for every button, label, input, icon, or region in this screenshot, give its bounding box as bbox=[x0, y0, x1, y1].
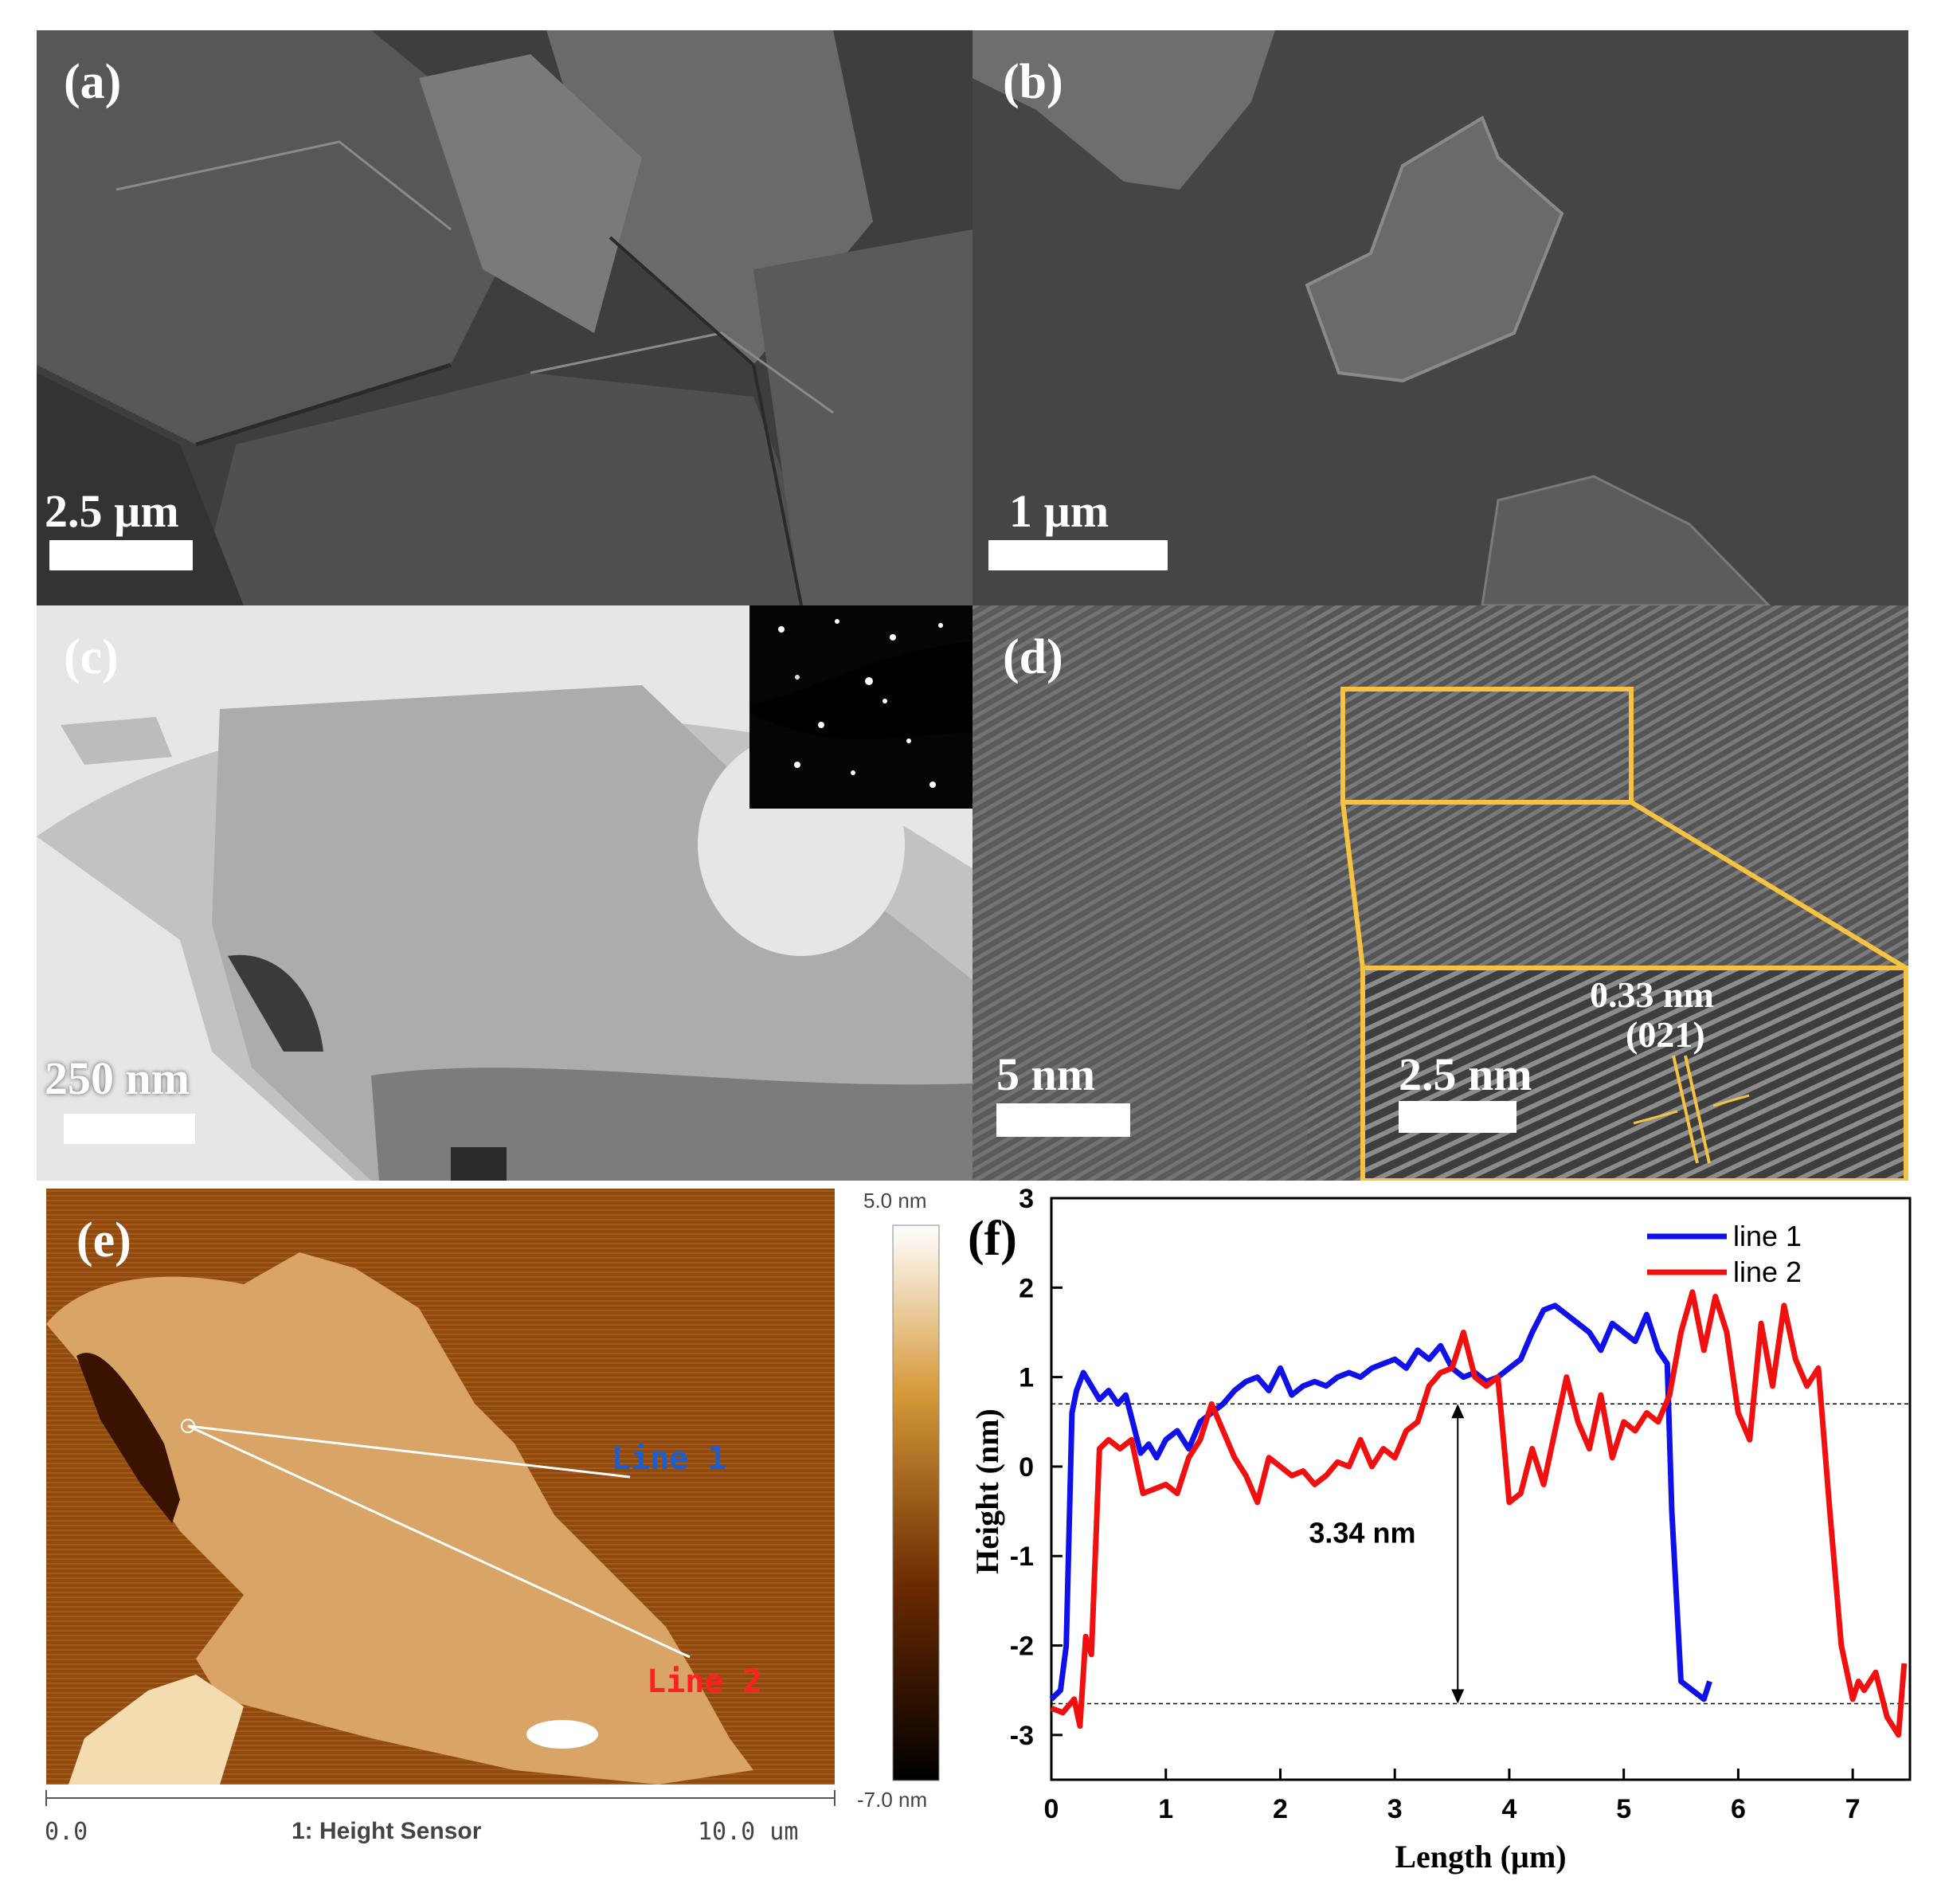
panel-a-scale-text: 2.5 µm bbox=[45, 485, 179, 537]
panel-a: (a) 2.5 µm bbox=[37, 30, 972, 605]
y-axis-title: Height (nm) bbox=[969, 1408, 1005, 1574]
legend-line1-label: line 1 bbox=[1733, 1220, 1802, 1252]
y-tick-label-2: -1 bbox=[1010, 1542, 1034, 1572]
panel-b-scale-text: 1 µm bbox=[1009, 485, 1109, 537]
lattice-plane-label: (021) bbox=[1626, 1014, 1705, 1055]
afm-line1-label: Line 1 bbox=[612, 1440, 727, 1477]
legend-line2-label: line 2 bbox=[1733, 1256, 1802, 1288]
x-tick-label-6: 6 bbox=[1731, 1794, 1746, 1824]
colorbar-min-label: -7.0 nm bbox=[857, 1788, 928, 1812]
arrow-head-top bbox=[1451, 1404, 1465, 1419]
x-tick-label-4: 4 bbox=[1501, 1794, 1516, 1824]
height-annotation: 3.34 nm bbox=[1309, 1516, 1415, 1549]
sem-image-b bbox=[972, 30, 1908, 605]
y-tick-label-5: 2 bbox=[1019, 1273, 1034, 1303]
panel-c: (c) 250 nm bbox=[37, 605, 972, 1181]
panel-d: (d) 5 nm 2.5 nm 0.33 nm (021) bbox=[972, 605, 1908, 1181]
panel-d-scale-text: 5 nm bbox=[996, 1048, 1096, 1100]
panel-c-scale-bar bbox=[64, 1114, 195, 1144]
panel-c-scale-text: 250 nm bbox=[45, 1052, 190, 1104]
panel-a-label: (a) bbox=[64, 55, 122, 109]
hrtem-image-d bbox=[972, 605, 1908, 1181]
panel-d-label: (d) bbox=[1003, 630, 1063, 684]
plot-frame bbox=[1050, 1197, 1912, 1781]
series-line-1 bbox=[1049, 1303, 1712, 1702]
panel-f: 0 1 2 3 4 5 6 7 -3 -2 -1 0 1 2 3 line 1 line 2 3.34 nm… bbox=[957, 1181, 1945, 1898]
y-tick-label-1: -2 bbox=[1010, 1632, 1034, 1662]
panel-b-label: (b) bbox=[1003, 55, 1063, 109]
arrow-head-bottom bbox=[1451, 1689, 1465, 1704]
panel-e-label: (e) bbox=[76, 1213, 131, 1267]
x-tick-label-0: 0 bbox=[1044, 1794, 1059, 1824]
afm-image bbox=[45, 1189, 940, 1806]
lattice-spacing-label: 0.33 nm bbox=[1590, 974, 1714, 1015]
panel-f-label: (f) bbox=[968, 1212, 1017, 1266]
series-line-2 bbox=[1050, 1289, 1908, 1738]
y-tick-label-0: -3 bbox=[1010, 1721, 1034, 1751]
height-profile-chart: 0 1 2 3 4 5 6 7 -3 -2 -1 0 1 2 3 line 1 line 2 3.34 nm… bbox=[969, 1184, 1912, 1875]
afm-axis-title: 1: Height Sensor bbox=[292, 1818, 482, 1844]
legend: line 1 line 2 bbox=[1647, 1220, 1802, 1288]
x-axis-title: Length (µm) bbox=[1395, 1839, 1566, 1875]
inset-scale-bar bbox=[1399, 1101, 1516, 1133]
x-tick-label-2: 2 bbox=[1273, 1794, 1288, 1824]
afm-line2-label: Line 2 bbox=[647, 1663, 762, 1700]
x-tick-label-3: 3 bbox=[1387, 1794, 1403, 1824]
x-tick-label-7: 7 bbox=[1845, 1794, 1861, 1824]
panel-e: (e) Line 1 Line 2 5.0 nm -7.0 nm 0.0 1: … bbox=[37, 1181, 958, 1882]
y-tick-label-3: 0 bbox=[1019, 1452, 1034, 1483]
panel-d-scale-bar bbox=[996, 1103, 1130, 1137]
afm-axis-end: 10.0 um bbox=[698, 1818, 799, 1846]
panel-c-label: (c) bbox=[64, 630, 119, 684]
x-tick-label-1: 1 bbox=[1158, 1794, 1173, 1824]
panel-b-scale-bar bbox=[988, 540, 1168, 570]
saed-inset bbox=[749, 605, 972, 809]
afm-axis-start: 0.0 bbox=[45, 1818, 88, 1846]
colorbar-max-label: 5.0 nm bbox=[863, 1189, 927, 1213]
y-tick-label-4: 1 bbox=[1019, 1363, 1034, 1393]
y-tick-label-6: 3 bbox=[1019, 1184, 1034, 1214]
inset-scale-text: 2.5 nm bbox=[1399, 1048, 1532, 1100]
panel-a-scale-bar bbox=[49, 540, 193, 570]
sem-image-a bbox=[37, 30, 972, 605]
panel-b: (b) 1 µm bbox=[972, 30, 1908, 605]
x-tick-label-5: 5 bbox=[1616, 1794, 1631, 1824]
